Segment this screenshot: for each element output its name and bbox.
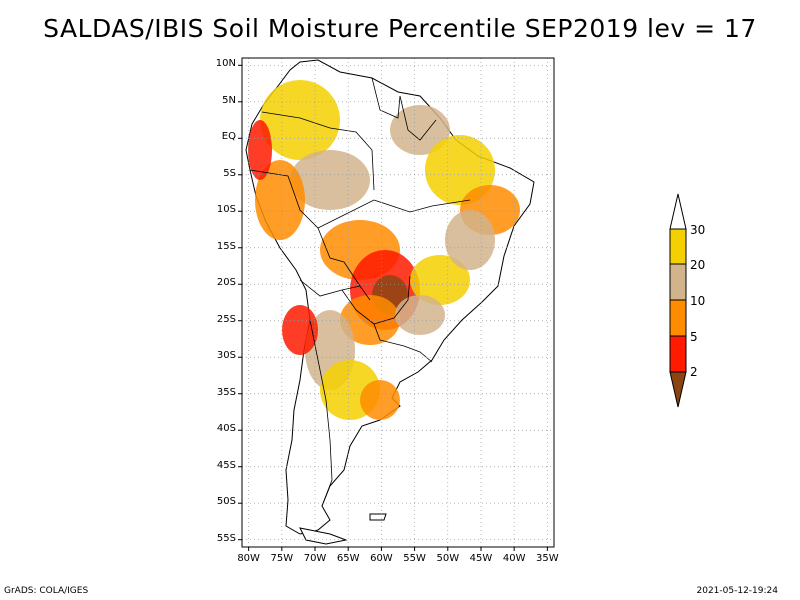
lat-tick-label: 25S [216, 313, 236, 325]
lat-tick-label: 10S [216, 204, 236, 216]
lat-tick-label: 15S [216, 240, 236, 252]
colorbar-label-5: 5 [690, 330, 698, 344]
footer-timestamp: 2021-05-12-19:24 [696, 586, 779, 596]
percentile-patch [445, 210, 495, 270]
island-outline [299, 527, 348, 545]
percentile-patch [248, 120, 272, 180]
lat-tick-label: 5S [223, 167, 236, 179]
percentile-patch [290, 150, 370, 210]
lat-tick-label: 45S [216, 459, 236, 471]
lat-tick-label: 30S [216, 350, 236, 362]
country-border [249, 169, 471, 229]
colorbar-label-30: 30 [690, 223, 706, 237]
lat-tick-label: EQ [221, 131, 236, 143]
lon-tick-label: 70W [303, 553, 327, 564]
lon-tick-label: 60W [370, 553, 393, 564]
colorbar-label-20: 20 [690, 258, 706, 272]
lon-tick-label: 75W [270, 553, 294, 564]
percentile-patch [255, 160, 305, 240]
lat-tick-label: 50S [216, 496, 236, 508]
lat-tick-label: 10N [215, 58, 236, 70]
percentile-patch [260, 80, 340, 160]
map-frame [241, 57, 555, 548]
country-border [399, 95, 437, 141]
lon-tick-label: 50W [436, 553, 460, 564]
lon-tick-label: 45W [469, 553, 493, 564]
footer-credit: GrADS: COLA/IGES [4, 586, 89, 596]
lon-tick-label: 80W [237, 553, 260, 564]
country-border [371, 77, 401, 119]
country-border [299, 279, 361, 297]
colorbar-label-10: 10 [690, 294, 706, 308]
lon-tick-label: 40W [502, 553, 526, 564]
percentile-patch [360, 380, 400, 420]
lon-tick-label: 35W [536, 553, 559, 564]
country-border [341, 275, 411, 325]
lat-tick-label: 55S [216, 532, 236, 544]
island-outline [369, 513, 387, 521]
percentile-patch [395, 295, 445, 335]
lat-tick-label: 5N [222, 94, 236, 106]
colorbar-label-2: 2 [690, 365, 698, 379]
lon-tick-label: 55W [403, 553, 426, 564]
lat-tick-label: 35S [216, 386, 236, 398]
country-border [309, 319, 333, 507]
lon-tick-label: 65W [336, 553, 360, 564]
percentile-patch [282, 305, 318, 355]
lat-tick-label: 20S [216, 277, 236, 289]
chart-title: SALDAS/IBIS Soil Moisture Percentile SEP… [43, 14, 757, 43]
lat-tick-label: 40S [216, 423, 236, 435]
percentile-patch [410, 255, 470, 305]
country-border [373, 323, 433, 363]
percentile-patch [340, 295, 400, 345]
country-border [261, 111, 375, 191]
